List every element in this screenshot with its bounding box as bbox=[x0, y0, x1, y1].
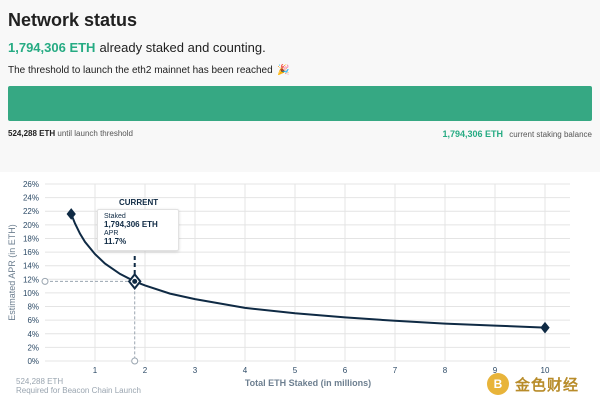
apr-guide-dot bbox=[41, 277, 49, 285]
staked-suffix: already staked and counting. bbox=[99, 40, 266, 55]
x-tick-label: 3 bbox=[193, 366, 198, 375]
x-tick-label: 2 bbox=[143, 366, 148, 375]
launch-threshold-caption: until launch threshold bbox=[57, 129, 133, 138]
y-tick-label: 24% bbox=[23, 194, 39, 203]
apr-chart: 0% 2% 4% 6% 8% 10% 12% 14% 16% 18% 20% 22% 24% 26% 1 2 3… bbox=[7, 180, 570, 388]
staked-summary: 1,794,306 ETH already staked and counting… bbox=[8, 40, 266, 55]
current-balance-caption: current staking balance bbox=[509, 130, 592, 139]
current-label: CURRENT bbox=[119, 198, 159, 207]
y-axis-title: Estimated APR (in ETH) bbox=[7, 224, 17, 321]
x-tick-label: 5 bbox=[293, 366, 298, 375]
staking-progress-bar bbox=[8, 86, 592, 121]
x-axis-title: Total ETH Staked (in millions) bbox=[245, 378, 371, 388]
threshold-message: The threshold to launch the eth2 mainnet… bbox=[8, 65, 290, 76]
y-tick-label: 12% bbox=[23, 275, 39, 284]
y-tick-label: 8% bbox=[27, 303, 39, 312]
tooltip-staked-value: 1,794,306 ETH bbox=[104, 220, 158, 229]
y-tick-label: 26% bbox=[23, 180, 39, 189]
x-tick-label: 1 bbox=[93, 366, 98, 375]
y-tick-label: 6% bbox=[27, 316, 39, 325]
y-tick-label: 22% bbox=[23, 207, 39, 216]
tooltip-apr-label: APR bbox=[104, 230, 119, 237]
y-tick-label: 2% bbox=[27, 343, 39, 352]
staking-progress-fill bbox=[8, 86, 592, 121]
party-icon: 🎉 bbox=[277, 65, 290, 76]
launch-marker-caption: Required for Beacon Chain Launch bbox=[16, 386, 141, 395]
x-tick-label: 10 bbox=[541, 366, 550, 375]
launch-marker-value: 524,288 ETH bbox=[16, 377, 64, 386]
threshold-message-text: The threshold to launch the eth2 mainnet… bbox=[8, 65, 273, 76]
page-title: Network status bbox=[8, 10, 138, 30]
current-tooltip: Staked 1,794,306 ETH APR 11.7% bbox=[97, 209, 179, 251]
y-tick-label: 16% bbox=[23, 248, 39, 257]
launch-threshold-value: 524,288 ETH bbox=[8, 129, 56, 138]
y-tick-label: 0% bbox=[27, 357, 39, 366]
y-tick-label: 4% bbox=[27, 330, 39, 339]
tooltip-apr-value: 11.7% bbox=[104, 237, 127, 246]
launch-point-marker bbox=[66, 208, 76, 220]
tooltip-staked-label: Staked bbox=[104, 213, 126, 220]
current-balance-value: 1,794,306 ETH bbox=[442, 129, 504, 139]
x-tick-label: 7 bbox=[393, 366, 398, 375]
watermark-text: 金色财经 bbox=[515, 376, 580, 394]
x-tick-label: 6 bbox=[343, 366, 348, 375]
current-balance-readout: 1,794,306 ETH current staking balance bbox=[443, 129, 593, 139]
current-point-core bbox=[132, 278, 138, 284]
watermark-logo-icon: B bbox=[487, 373, 509, 395]
x-tick-label: 8 bbox=[443, 366, 448, 375]
y-tick-label: 14% bbox=[23, 262, 39, 271]
launch-threshold-readout: 524,288 ETH until launch threshold bbox=[8, 129, 133, 138]
watermark: B 金色财经 bbox=[487, 372, 595, 396]
staked-guide-dot bbox=[131, 357, 139, 365]
end-point-marker bbox=[540, 321, 550, 334]
staked-amount: 1,794,306 ETH bbox=[8, 40, 96, 55]
apr-curve bbox=[70, 213, 546, 329]
y-tick-label: 20% bbox=[23, 221, 39, 230]
y-tick-label: 10% bbox=[23, 289, 39, 298]
x-tick-label: 4 bbox=[243, 366, 248, 375]
x-tick-label: 9 bbox=[493, 366, 498, 375]
y-tick-label: 18% bbox=[23, 234, 39, 243]
